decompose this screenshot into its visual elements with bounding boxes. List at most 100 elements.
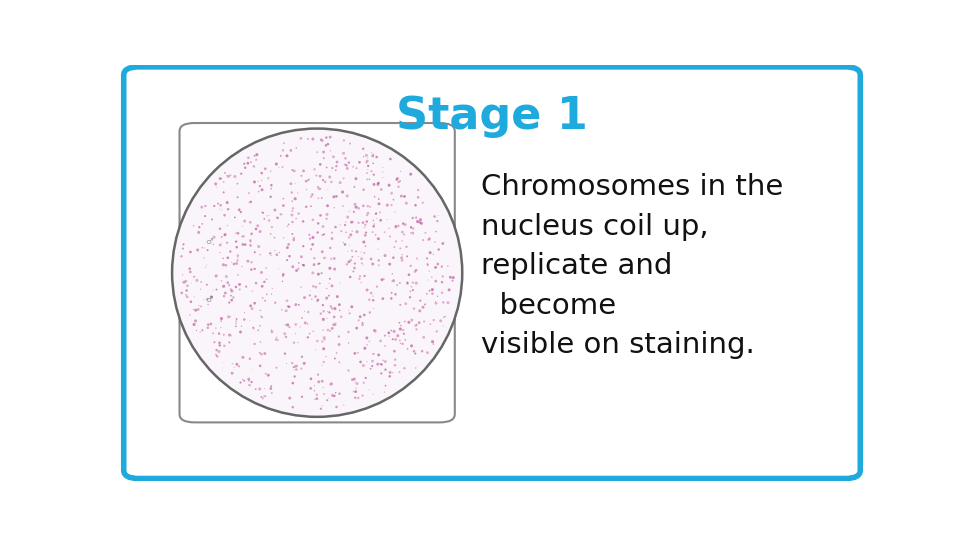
Point: [408, 213, 423, 222]
Point: [209, 352, 225, 360]
Point: [200, 295, 215, 303]
Point: [357, 223, 372, 232]
Point: [218, 261, 233, 269]
Point: [243, 236, 258, 245]
Point: [276, 139, 292, 147]
Point: [335, 188, 350, 197]
Point: [365, 361, 380, 370]
Point: [320, 396, 335, 404]
Point: [257, 165, 273, 173]
Point: [297, 293, 312, 302]
Point: [284, 197, 300, 205]
Point: [233, 378, 249, 387]
Point: [305, 327, 321, 336]
Point: [438, 312, 453, 321]
Point: [323, 146, 338, 155]
Point: [343, 273, 358, 281]
Point: [286, 235, 301, 244]
Point: [425, 250, 441, 259]
Point: [309, 394, 324, 403]
Point: [273, 152, 288, 160]
Point: [355, 201, 371, 210]
Point: [306, 254, 322, 262]
Point: [341, 258, 356, 266]
Point: [252, 182, 268, 191]
Point: [387, 327, 402, 336]
Point: [400, 345, 416, 353]
Point: [263, 192, 278, 201]
Point: [416, 303, 431, 312]
Point: [317, 335, 332, 344]
Point: [363, 255, 378, 264]
Point: [402, 287, 418, 296]
Point: [193, 285, 208, 294]
Point: [323, 133, 338, 141]
Point: [321, 394, 336, 402]
Point: [397, 335, 413, 344]
Point: [364, 148, 379, 157]
Point: [348, 378, 363, 387]
Point: [235, 222, 251, 231]
Point: [353, 357, 369, 366]
Point: [434, 278, 449, 287]
Point: [228, 322, 244, 330]
Point: [356, 310, 372, 319]
Point: [341, 306, 356, 315]
Point: [434, 288, 449, 297]
Point: [216, 330, 231, 339]
Point: [347, 264, 362, 272]
Point: [213, 323, 228, 332]
Point: [241, 189, 256, 198]
Point: [365, 362, 380, 370]
Point: [376, 275, 392, 284]
Point: [212, 174, 228, 183]
Point: [217, 342, 232, 350]
Point: [259, 275, 275, 284]
Point: [321, 140, 336, 149]
Point: [350, 394, 366, 402]
Point: [393, 244, 408, 253]
Point: [348, 203, 364, 212]
Point: [416, 236, 431, 245]
Point: [256, 384, 272, 393]
Point: [309, 297, 324, 306]
Point: [234, 262, 250, 271]
Point: [327, 265, 343, 273]
Point: [255, 208, 271, 217]
Point: [315, 231, 330, 239]
Point: [282, 394, 298, 402]
Point: [213, 174, 228, 183]
Point: [351, 316, 367, 325]
Point: [301, 231, 317, 239]
Point: [332, 300, 348, 308]
Point: [225, 287, 240, 295]
Point: [295, 353, 310, 361]
Point: [395, 256, 410, 265]
Point: [382, 260, 397, 268]
Point: [288, 320, 303, 329]
Point: [371, 195, 386, 204]
Point: [285, 262, 300, 271]
Point: [377, 342, 393, 350]
Point: [436, 322, 451, 330]
Point: [259, 290, 275, 299]
Point: [303, 202, 319, 211]
Point: [277, 321, 293, 329]
Point: [265, 284, 280, 293]
Point: [287, 167, 302, 176]
Point: [360, 165, 375, 174]
Point: [441, 299, 456, 307]
Point: [384, 294, 399, 303]
Point: [424, 273, 440, 281]
Point: [245, 287, 260, 295]
Point: [286, 363, 301, 372]
Point: [275, 306, 290, 314]
Point: [368, 231, 383, 239]
Point: [232, 205, 248, 214]
Point: [407, 267, 422, 276]
Point: [324, 380, 339, 388]
Point: [261, 371, 276, 380]
Point: [220, 221, 235, 230]
Point: [308, 283, 324, 292]
Point: [322, 308, 337, 317]
